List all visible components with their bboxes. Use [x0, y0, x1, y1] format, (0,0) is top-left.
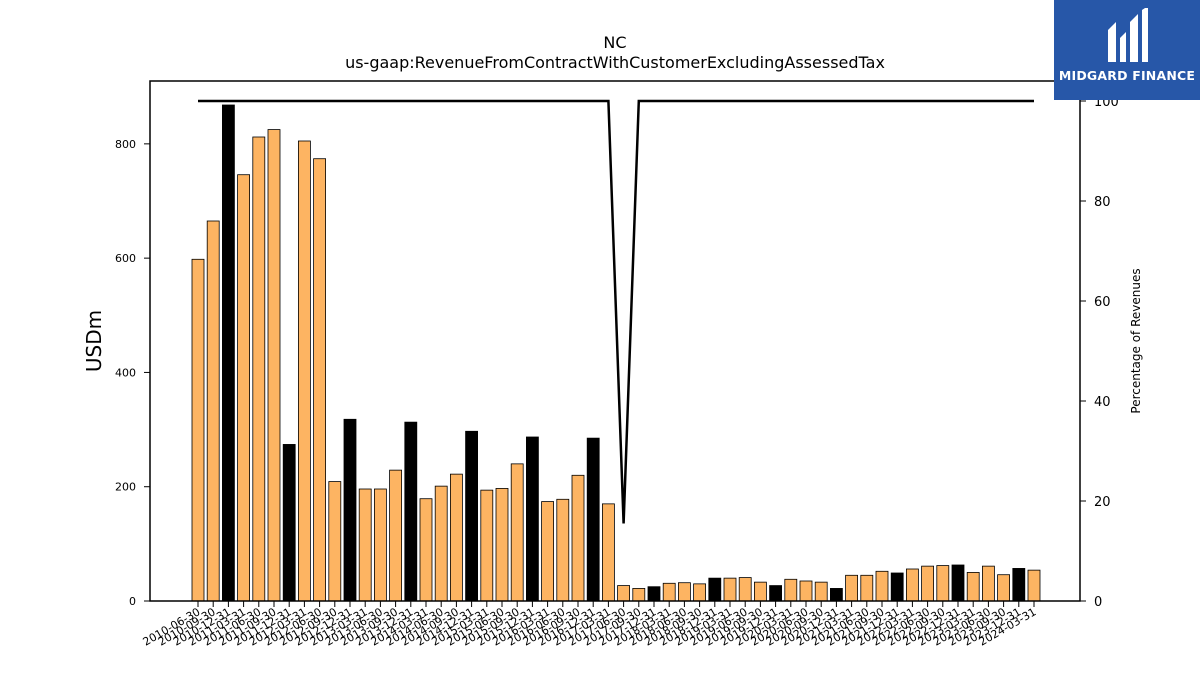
bar-2022-09-30 — [936, 565, 950, 602]
bar-2022-03-31 — [906, 568, 919, 602]
bar-2013-09-30 — [389, 469, 403, 602]
percentage-line-0 — [198, 99, 1034, 524]
y-tick-label: 800 — [115, 138, 136, 151]
bar-2017-09-30 — [632, 588, 646, 602]
bar-2023-06-30 — [982, 565, 995, 602]
bar-2021-03-31 — [845, 574, 858, 602]
y-tick-label: 600 — [115, 252, 136, 265]
bar-2019-06-30 — [738, 577, 752, 602]
bar-2022-12-31 — [951, 564, 965, 602]
bar-2012-12-31 — [343, 418, 357, 602]
bar-2020-09-30 — [814, 581, 828, 602]
bar-2018-06-30 — [678, 582, 691, 602]
bar-2021-12-31 — [890, 572, 904, 602]
bar-2021-09-30 — [875, 570, 889, 602]
bar-2012-06-30 — [313, 158, 327, 602]
bar-2019-12-31 — [769, 585, 782, 602]
bar-2019-09-30 — [754, 581, 767, 602]
bar-2010-09-30 — [206, 220, 220, 602]
bar-2016-12-31 — [586, 437, 600, 602]
x-axis-ticks: 2010-06-302010-09-302010-12-312011-03-31… — [141, 601, 1039, 649]
bar-2017-12-31 — [647, 586, 661, 602]
bar-2013-06-30 — [373, 488, 387, 602]
plot-frame — [149, 80, 1081, 602]
bar-2020-06-30 — [799, 580, 813, 602]
bar-2012-09-30 — [328, 481, 342, 602]
bar-2011-06-30 — [252, 136, 266, 602]
bar-2014-06-30 — [434, 485, 448, 602]
bar-2018-12-31 — [708, 577, 722, 602]
y-tick-label: 0 — [129, 595, 136, 608]
bar-2015-03-31 — [480, 489, 494, 602]
percentage-line-group — [198, 99, 1034, 524]
bar-2011-03-31 — [237, 174, 251, 602]
bar-2015-06-30 — [495, 488, 509, 602]
bar-group — [191, 104, 1041, 602]
y2-tick-label: 0 — [1094, 595, 1102, 610]
logo-mark-icon — [1108, 8, 1148, 62]
bar-2013-03-31 — [358, 488, 372, 602]
bar-2013-12-31 — [404, 421, 418, 602]
left-axis-ticks: 0 200 400 600 800 — [115, 138, 150, 608]
bar-2014-03-31 — [419, 498, 433, 602]
y2-tick-label: 40 — [1094, 395, 1111, 410]
y-axis-label: USDm — [82, 310, 106, 372]
bar-2018-09-30 — [693, 583, 706, 602]
bar-2016-09-30 — [571, 474, 585, 602]
bar-2012-03-31 — [297, 140, 311, 602]
bar-2016-03-31 — [541, 501, 554, 602]
logo-text: MIDGARD FINANCE — [1058, 68, 1196, 83]
bar-2021-06-30 — [860, 574, 874, 602]
bar-2017-06-30 — [617, 585, 630, 602]
bar-2019-03-31 — [723, 577, 737, 602]
bar-2017-03-31 — [602, 503, 615, 602]
chart-title: NC — [603, 33, 626, 52]
y2-tick-label: 20 — [1094, 495, 1111, 510]
bar-2023-03-31 — [966, 572, 980, 602]
bar-2023-12-31 — [1012, 568, 1026, 602]
bar-2014-12-31 — [465, 430, 479, 602]
chart-subtitle: us-gaap:RevenueFromContractWithCustomerE… — [345, 53, 885, 72]
y2-tick-label: 80 — [1094, 195, 1111, 210]
bar-2015-12-31 — [526, 436, 539, 602]
midgard-finance-logo: MIDGARD FINANCE — [1054, 0, 1200, 100]
y-tick-label: 400 — [115, 366, 136, 379]
bar-2015-09-30 — [510, 463, 524, 602]
bar-2016-06-30 — [556, 498, 570, 602]
bar-2018-03-31 — [662, 582, 676, 602]
bar-2024-03-31 — [1027, 569, 1041, 602]
bar-2010-06-30 — [191, 258, 205, 602]
bar-2020-03-31 — [784, 578, 798, 602]
y2-tick-label: 60 — [1094, 295, 1111, 310]
bar-2022-06-30 — [921, 565, 934, 602]
y-tick-label: 200 — [115, 481, 136, 494]
bar-2020-12-31 — [830, 588, 843, 602]
bar-2023-09-30 — [997, 574, 1010, 602]
bar-2011-09-30 — [267, 129, 281, 602]
bar-2011-12-31 — [282, 444, 296, 602]
bar-2010-12-31 — [221, 104, 235, 602]
bar-2014-09-30 — [449, 473, 463, 602]
y2-axis-label: Percentage of Revenues — [1129, 268, 1143, 413]
